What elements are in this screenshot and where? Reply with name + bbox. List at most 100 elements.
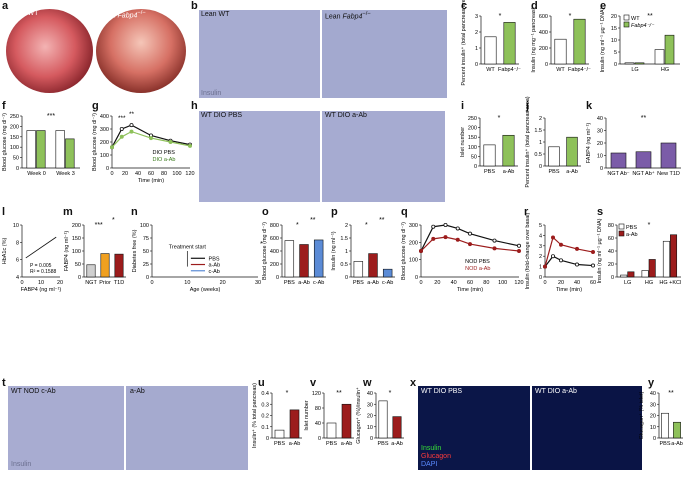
q-ytick-label-0: 0 (415, 275, 418, 281)
l-p-value: P = 0.005 (30, 263, 52, 269)
g-ylabel: Blood glucose (mg dl⁻¹) (92, 113, 98, 171)
j-bar-1 (566, 136, 578, 167)
w-ylabel: Glucagon⁺ (%)/insulin⁺ (355, 387, 362, 444)
q-xtick-label-2: 40 (451, 280, 457, 286)
o-sig1: * (296, 222, 299, 229)
m-ylabel: FABP4 (ng ml⁻¹) (64, 231, 70, 272)
panel-t-label-right: a-Ab (130, 388, 145, 395)
d-xtick-label-0: WT (556, 67, 565, 73)
panel-letter-a: a (2, 0, 9, 12)
panel-letter-y: y (648, 377, 655, 389)
o-ylabel: Blood glucose (mg dl⁻¹) (262, 222, 268, 280)
e-ylabel: Insulin (ng ml⁻¹ μg⁻¹ DNA) (600, 7, 606, 72)
c-ytick-label-0: 0 (475, 62, 478, 68)
i-ytick-label-1: 50 (471, 154, 477, 160)
e-ytick-label-0: 0 (614, 62, 617, 68)
panel-letter-h: h (191, 100, 198, 112)
panel-letter-f: f (2, 100, 6, 112)
j-ylabel: Percent insulin⁺ (total pancreas area) (524, 96, 531, 187)
m-ytick-label-3: 150 (72, 236, 81, 242)
panel-b-image-right (322, 10, 447, 98)
f-sig: *** (47, 113, 55, 120)
y-ytick-label-1: 10 (650, 425, 656, 431)
e-bar-0-1 (634, 62, 645, 65)
g-xtick-label-6: 120 (185, 171, 194, 177)
e-sig: ** (647, 13, 653, 20)
panel-letter-x: x (410, 377, 417, 389)
p-sig1: * (365, 222, 368, 229)
w-ytick-label-1: 10 (367, 425, 373, 431)
panel-h-image-right (322, 111, 445, 202)
d-xtick-label-1: Fabp4⁻/⁻ (568, 67, 591, 73)
r-xtick-label-0: 0 (543, 280, 546, 286)
i-ytick-label-4: 200 (468, 126, 477, 132)
u-bar-1 (289, 409, 300, 439)
l-ytick-label-1: 6 (16, 258, 19, 264)
p-xtick-label-2: c-Ab (382, 280, 393, 286)
v-xtick-label-0: PBS (326, 441, 337, 447)
r-point-1-0 (543, 264, 548, 269)
q-legend-label-1: NOD a-Ab (465, 266, 490, 272)
d-bar-1 (573, 18, 586, 65)
y-ytick-label-3: 30 (650, 402, 656, 408)
w-xtick-label-0: PBS (377, 441, 388, 447)
m-bar-0 (86, 264, 96, 278)
n-legend-label-0: PBS (209, 256, 220, 262)
g-xtick-label-4: 80 (161, 171, 167, 177)
q-point-1-0 (418, 248, 423, 253)
o-ytick-label-0: 0 (276, 275, 279, 281)
i-ytick-label-0: 0 (474, 164, 477, 170)
g-legend-label-0: DIO PBS (153, 150, 176, 156)
p-ytick-label-2: 1 (345, 249, 348, 255)
panel-letter-b: b (191, 0, 198, 12)
s-legend-label-1: a-Ab (626, 232, 638, 238)
panel-letter-p: p (331, 206, 338, 218)
n-ytick-label-1: 25 (143, 262, 149, 268)
r-xtick-label-1: 20 (558, 280, 564, 286)
e-bar-1-1 (664, 34, 675, 65)
y-ytick-label-4: 40 (650, 391, 656, 397)
panel-x-image-left (418, 386, 530, 470)
n-ylabel: Diabetes free (%) (132, 229, 138, 272)
panel-letter-k: k (586, 100, 593, 112)
r-point-0-1 (551, 254, 556, 259)
panel-a-image-left (6, 9, 93, 93)
l-regression-line (25, 236, 57, 259)
panel-letter-u: u (258, 377, 265, 389)
j-xtick-label-1: a-Ab (566, 169, 578, 175)
panel-letter-n: n (131, 206, 138, 218)
s-bar-2-0 (662, 240, 670, 278)
i-ylabel: Islet number (460, 127, 466, 157)
w-ytick-label-0: 0 (370, 436, 373, 442)
o-xtick-label-0: PBS (284, 280, 295, 286)
q-point-1-4 (467, 242, 472, 247)
u-ytick-label-4: 0.4 (261, 391, 269, 397)
panel-letter-e: e (600, 0, 607, 12)
w-bar-0 (378, 400, 388, 439)
p-bar-2 (382, 268, 393, 278)
panel-letter-r: r (524, 206, 529, 218)
r-point-1-1 (551, 235, 556, 240)
q-xtick-label-1: 20 (434, 280, 440, 286)
s-legend-swatch-0 (618, 223, 625, 230)
d-sig: * (569, 13, 572, 20)
d-ytick-label-3: 600 (539, 14, 548, 20)
p-xtick-label-1: a-Ab (367, 280, 379, 286)
g-point-0-2 (129, 123, 134, 128)
n-xtick-label-2: 20 (220, 280, 226, 286)
panel-h-label-right: WT DIO a-Ab (325, 112, 367, 119)
e-legend-swatch-0 (623, 14, 630, 21)
k-xtick-label-2: New T1D (657, 171, 680, 177)
i-xtick-label-1: a-Ab (503, 169, 515, 175)
k-xtick-label-0: NGT Ab⁻ (607, 171, 629, 177)
v-ytick-label-0: 0 (318, 436, 321, 442)
p-ytick-label-0: 0 (345, 275, 348, 281)
panel-a-image-right (96, 9, 186, 93)
v-sig: ** (336, 390, 342, 397)
g-xtick-label-0: 0 (110, 171, 113, 177)
g-sig2: ** (129, 111, 135, 118)
e-ytick-label-3: 15 (611, 26, 617, 32)
g-point-1-2 (129, 129, 134, 134)
o-sig2: ** (310, 217, 316, 224)
n-xtick-label-1: 10 (184, 280, 190, 286)
